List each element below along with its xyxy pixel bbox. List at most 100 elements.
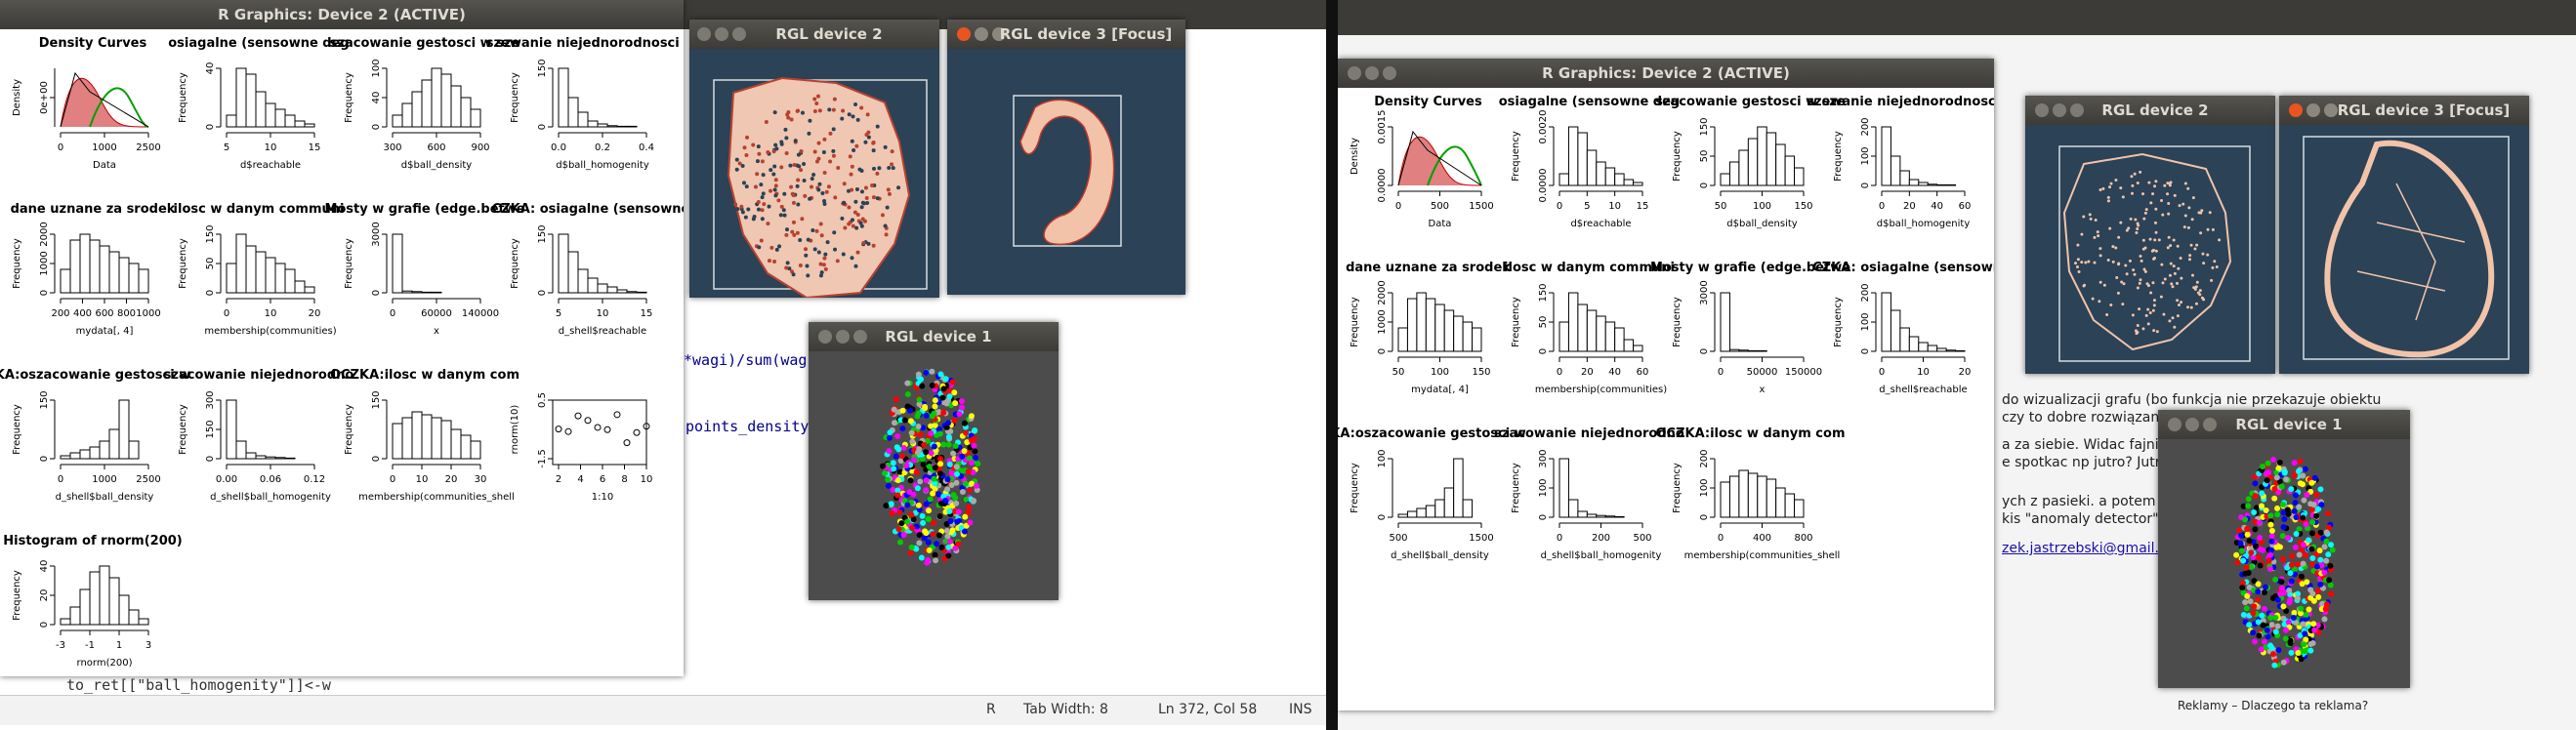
graph-point: [2087, 260, 2091, 264]
minimize-icon[interactable]: [1365, 66, 1379, 80]
minimize-icon[interactable]: [836, 330, 850, 344]
histogram-bar: [226, 399, 237, 460]
y-tick-label: 0: [1538, 514, 1549, 520]
graph-point: [2295, 649, 2302, 656]
graph-point: [2280, 659, 2287, 666]
rgl1-titlebar-right[interactable]: RGL device 1: [2158, 410, 2410, 439]
graph-point: [2152, 299, 2156, 303]
maximize-icon[interactable]: [853, 330, 867, 344]
close-icon[interactable]: [2168, 418, 2181, 431]
close-icon[interactable]: [1348, 66, 1361, 80]
close-icon[interactable]: [957, 27, 971, 41]
graph-point: [2119, 221, 2123, 224]
graph-point: [920, 519, 927, 526]
maximize-icon[interactable]: [992, 27, 1006, 41]
graph-point: [2211, 265, 2215, 269]
histogram-bar: [1720, 173, 1730, 186]
graph-point: [854, 186, 859, 191]
close-icon[interactable]: [2289, 103, 2303, 117]
rgl-device-3-left[interactable]: RGL device 3 [Focus]: [947, 20, 1185, 295]
r-graphics-titlebar-right[interactable]: R Graphics: Device 2 (ACTIVE): [1338, 59, 1994, 88]
rgl-device-2-left[interactable]: RGL device 2: [689, 20, 939, 300]
graph-point: [2098, 300, 2101, 304]
status-tab-width[interactable]: Tab Width: 8: [1023, 702, 1108, 717]
close-icon[interactable]: [818, 330, 832, 344]
x-axis-label: d$reachable: [240, 160, 301, 171]
x-axis-label: d$ball_homogenity: [1877, 219, 1971, 229]
graph-point: [2136, 181, 2140, 184]
minimize-icon[interactable]: [715, 27, 728, 41]
graph-point: [2186, 225, 2190, 229]
graph-point: [2120, 280, 2124, 284]
maximize-icon[interactable]: [732, 27, 746, 41]
rgl1-titlebar-left[interactable]: RGL device 1: [809, 322, 1059, 351]
graph-point: [2291, 507, 2298, 514]
rgl1-canvas-left[interactable]: [809, 351, 1059, 600]
rgl1-canvas-right[interactable]: [2158, 439, 2410, 688]
rgl3-canvas-left[interactable]: [947, 49, 1185, 295]
histogram-bar: [304, 123, 315, 128]
histogram-bar: [128, 440, 140, 460]
rgl2-titlebar-left[interactable]: RGL device 2: [689, 20, 939, 49]
histogram-bar: [401, 102, 413, 128]
graph-point: [2161, 281, 2165, 285]
y-axis-label: Frequency: [1350, 463, 1360, 513]
rgl3-titlebar-left[interactable]: RGL device 3 [Focus]: [947, 20, 1185, 49]
rgl-device-3-right[interactable]: RGL device 3 [Focus]: [2279, 96, 2529, 374]
x-tick-label: 10: [416, 474, 429, 485]
rgl-device-1-right[interactable]: RGL device 1: [2158, 410, 2410, 688]
maximize-icon[interactable]: [2324, 103, 2338, 117]
ads-footer[interactable]: Reklamy – Dlaczego ta reklama?: [2178, 699, 2369, 712]
left-plot-12: Histogram of rnorm(200) -3 -1 1 3 0 20 40 rnorm(…: [3, 534, 182, 669]
graph-point: [743, 215, 748, 220]
editor-status-bar: R Tab Width: 8 Ln 372, Col 58 INS: [0, 695, 1326, 725]
r-graphics-window-left[interactable]: R Graphics: Device 2 (ACTIVE) Density Cu…: [0, 0, 684, 676]
minimize-icon[interactable]: [975, 27, 988, 41]
histogram-bar: [89, 446, 101, 460]
histogram-bar: [265, 102, 276, 128]
rgl2-canvas-right[interactable]: [2025, 125, 2275, 374]
y-axis-label: rnorm(10): [510, 405, 520, 455]
rgl3-titlebar-right[interactable]: RGL device 3 [Focus]: [2279, 96, 2529, 125]
graph-point: [2080, 232, 2084, 236]
rgl2-titlebar-right[interactable]: RGL device 2: [2025, 96, 2275, 125]
minimize-icon[interactable]: [2053, 103, 2066, 117]
rgl-device-2-right[interactable]: RGL device 2: [2025, 96, 2275, 374]
graph-point: [841, 108, 846, 113]
rgl3-canvas-right[interactable]: [2279, 125, 2529, 374]
status-mode[interactable]: R: [986, 702, 996, 717]
plot-title: Mosty w grafie (edge.betwe: [1650, 261, 1850, 275]
graph-point: [880, 463, 887, 469]
r-graphics-titlebar-left[interactable]: R Graphics: Device 2 (ACTIVE): [0, 0, 684, 29]
minimize-icon[interactable]: [2185, 418, 2199, 431]
email-link[interactable]: zek.jastrzebski@gmail.com>: [2002, 541, 2200, 556]
close-icon[interactable]: [697, 27, 711, 41]
maximize-icon[interactable]: [2070, 103, 2084, 117]
graph-point: [2299, 581, 2306, 588]
plot-title: szacowanie gestosci w sze: [1655, 95, 1846, 109]
graph-point: [2302, 466, 2308, 472]
graph-point: [894, 477, 901, 484]
graph-point: [2088, 213, 2092, 217]
graph-point: [2310, 502, 2317, 508]
graph-point: [805, 264, 810, 268]
r-graphics-window-right[interactable]: R Graphics: Device 2 (ACTIVE) Density Cu…: [1338, 59, 1994, 710]
minimize-icon[interactable]: [2306, 103, 2320, 117]
histogram-bar: [99, 565, 110, 626]
graph-point: [793, 139, 798, 143]
close-icon[interactable]: [2035, 103, 2049, 117]
graph-point: [819, 233, 824, 238]
maximize-icon[interactable]: [1383, 66, 1396, 80]
rgl2-canvas-left[interactable]: [689, 49, 939, 300]
y-tick-label: 100: [371, 59, 382, 77]
graph-point: [772, 110, 777, 115]
maximize-icon[interactable]: [2203, 418, 2217, 431]
rgl-device-1-left[interactable]: RGL device 1: [809, 322, 1059, 600]
x-axis-label: mydata[, 4]: [76, 326, 134, 337]
graph-point: [2323, 529, 2330, 536]
graph-point: [2133, 272, 2137, 276]
histogram-bar: [1899, 327, 1910, 352]
graph-point: [849, 172, 853, 177]
y-tick-label: 40: [39, 560, 50, 573]
y-tick-label: 3000: [1699, 280, 1710, 304]
